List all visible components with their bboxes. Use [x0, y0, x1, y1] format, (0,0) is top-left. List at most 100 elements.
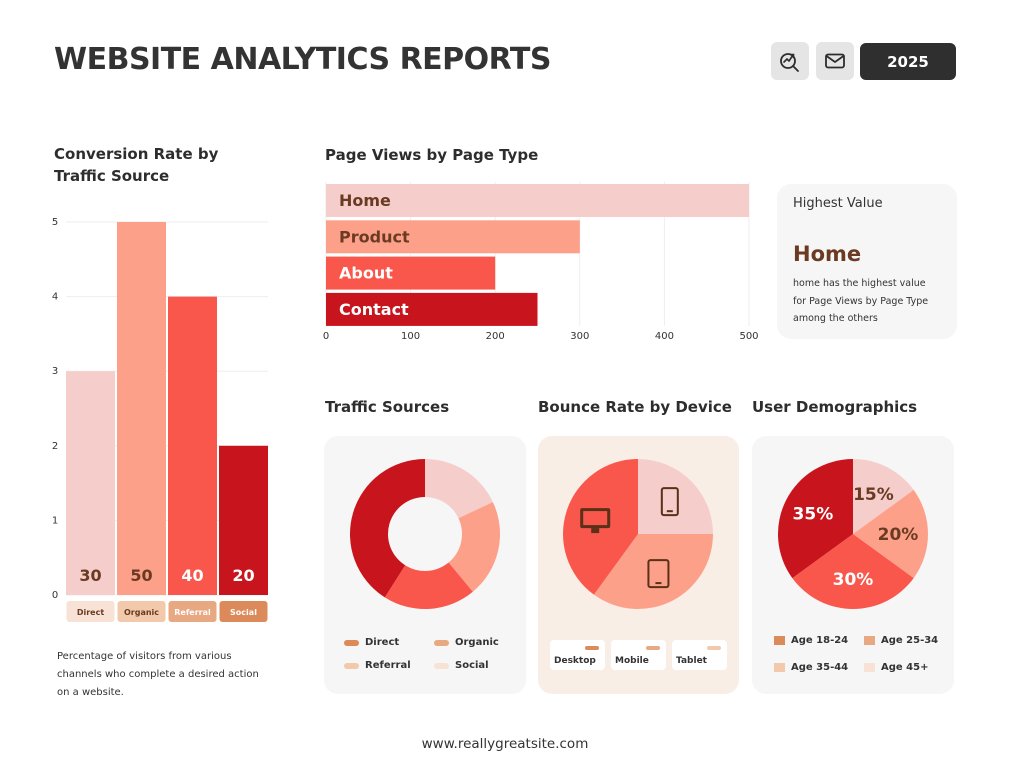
bar-referral [168, 296, 217, 595]
slice-label-age-35-44: 30% [833, 570, 874, 590]
bounce-pie-chart [563, 459, 713, 609]
highest-value-desc-line2: for Page Views by Page Type [793, 295, 929, 307]
bar-direct [66, 371, 115, 595]
highest-value-name: Home [793, 242, 862, 266]
traffic-donut-chart [349, 459, 500, 609]
legend-label-age-18-24: Age 18-24 [791, 635, 849, 646]
hbar-label-contact: Contact [339, 300, 409, 319]
x-tick-label-100: 100 [401, 331, 420, 342]
slice-label-age-25-34: 20% [878, 525, 919, 545]
slice-social [425, 459, 493, 519]
hbar-label-product: Product [339, 227, 410, 246]
hbar-product [326, 220, 580, 254]
conversion-footnote-line3: on a website. [57, 687, 124, 698]
bounce-rate-title: Bounce Rate by Device [538, 398, 732, 416]
conversion-title-line1: Conversion Rate by [54, 145, 219, 163]
y-tick-label-1: 1 [52, 515, 58, 526]
device-chip-mobile: Mobile [611, 640, 666, 670]
slice-mobile [638, 459, 713, 534]
chip-label-tablet: Tablet [676, 656, 707, 666]
legend-label-age-35-44: Age 35-44 [791, 662, 849, 673]
legend-age-25-34: Age 25-34 [864, 635, 938, 646]
slice-age-45-plus [853, 459, 914, 534]
category-label-referral: Referral [174, 608, 211, 617]
legend-label-social: Social [455, 660, 489, 671]
desktop-stand [591, 528, 600, 534]
chip-swatch-tablet [707, 646, 721, 650]
hbar-contact [326, 292, 538, 326]
legend-label-direct: Direct [365, 637, 400, 648]
conversion-title-line2: Traffic Source [54, 167, 170, 185]
legend-direct: Direct [344, 637, 399, 648]
legend-age-45-plus: Age 45+ [864, 662, 928, 673]
page-views-title: Page Views by Page Type [325, 146, 539, 164]
tablet-icon [647, 559, 670, 589]
category-label-social: Social [230, 608, 257, 617]
legend-age-35-44: Age 35-44 [774, 662, 848, 673]
slice-age-18-24 [778, 459, 853, 579]
smartphone-body [660, 487, 679, 517]
category-label-organic: Organic [124, 608, 159, 617]
legend-age-18-24: Age 18-24 [774, 635, 848, 646]
slice-tablet [593, 534, 713, 609]
chip-swatch-desktop [585, 646, 599, 650]
mail-button[interactable] [816, 42, 854, 80]
legend-swatch-referral [344, 662, 359, 669]
legend-label-age-45-plus: Age 45+ [881, 662, 929, 673]
legend-organic: Organic [434, 637, 499, 648]
year-button[interactable]: 2025 [860, 43, 956, 80]
slice-label-age-45-plus: 15% [853, 485, 894, 505]
device-chip-tablet: Tablet [672, 640, 727, 670]
conversion-footnote-line1: Percentage of visitors from various [57, 651, 232, 662]
category-chip-referral [168, 601, 217, 622]
legend-swatch-age-25-34 [864, 636, 875, 645]
x-tick-label-300: 300 [570, 331, 589, 342]
chip-label-mobile: Mobile [615, 656, 649, 666]
y-tick-label-5: 5 [52, 217, 58, 228]
traffic-sources-title: Traffic Sources [325, 398, 450, 416]
highest-value-card: Highest Value Home home has the highest … [777, 184, 957, 339]
bar-social [219, 445, 268, 595]
hbar-label-about: About [339, 264, 393, 283]
slice-age-25-34 [853, 489, 928, 579]
analytics-search-button[interactable] [771, 42, 809, 80]
y-tick-label-4: 4 [52, 292, 58, 303]
x-tick-label-0: 0 [323, 331, 329, 342]
bar-value-label-direct: 30 [79, 566, 101, 585]
mail-icon [825, 53, 845, 69]
x-tick-label-500: 500 [739, 331, 758, 342]
y-tick-label-2: 2 [52, 441, 58, 452]
smartphone-icon [660, 487, 679, 517]
device-chip-desktop: Desktop [550, 640, 605, 670]
analytics-search-icon [780, 53, 799, 72]
highest-value-desc-line1: home has the highest value [793, 278, 926, 289]
legend-social: Social [434, 660, 489, 671]
legend-referral: Referral [344, 660, 411, 671]
category-chip-organic [117, 601, 166, 622]
x-tick-label-400: 400 [655, 331, 674, 342]
slice-label-age-18-24: 35% [793, 505, 834, 525]
legend-swatch-age-18-24 [774, 636, 785, 645]
bar-value-label-social: 20 [232, 566, 254, 585]
conversion-bar-chart: 0 1 2 3 4 5 30 Direct 50 Organic 40 Referral 20 Socia… [52, 217, 268, 622]
conversion-footnote: Percentage of visitors from various chan… [57, 648, 259, 702]
chip-label-desktop: Desktop [554, 656, 596, 666]
legend-label-referral: Referral [365, 660, 411, 671]
legend-swatch-age-45-plus [864, 663, 875, 672]
slice-organic [448, 502, 500, 592]
y-tick-label-0: 0 [52, 590, 58, 601]
highest-value-desc-line3: among the others [793, 313, 878, 324]
category-label-direct: Direct [77, 608, 104, 617]
bar-value-label-referral: 40 [181, 566, 203, 585]
legend-swatch-organic [434, 639, 449, 646]
bar-value-label-organic: 50 [130, 566, 152, 585]
demographics-pie-chart: 15% 20% 30% 35% [778, 459, 928, 609]
category-chip-direct [66, 601, 115, 622]
bar-organic [117, 222, 166, 595]
footer-url[interactable]: www.reallygreatsite.com [421, 736, 589, 752]
hbar-about [326, 256, 496, 290]
conversion-title: Conversion Rate by Traffic Source [54, 143, 218, 187]
hbar-label-home: Home [339, 191, 391, 210]
hbar-home [326, 184, 749, 217]
desktop-screen-inner [583, 511, 608, 526]
